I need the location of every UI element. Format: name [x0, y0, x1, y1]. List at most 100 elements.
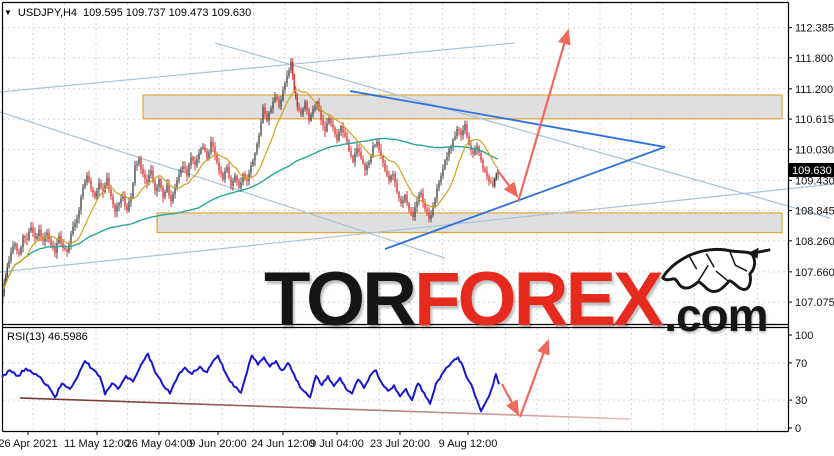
candle-body: [408, 203, 410, 211]
candle-body: [256, 144, 258, 154]
candle-body: [182, 166, 184, 170]
candle-body: [370, 155, 372, 163]
gray-trendline: [214, 42, 831, 219]
bear-icon: [661, 247, 771, 293]
candle-body: [308, 110, 310, 121]
time-tick-label: 26 May 04:00: [126, 438, 193, 450]
candle-body: [72, 226, 74, 234]
candle-body: [296, 97, 298, 107]
candle-body: [96, 190, 98, 198]
candle-body: [44, 237, 46, 242]
candle-body: [304, 101, 306, 109]
candle-body: [156, 187, 158, 192]
candle-body: [416, 201, 418, 208]
candle-body: [458, 129, 460, 131]
candle-body: [132, 183, 134, 198]
candle-body: [232, 180, 234, 187]
candle-body: [378, 141, 380, 150]
candle-body: [374, 145, 376, 147]
candle-body: [346, 136, 348, 142]
candle-body: [264, 106, 266, 114]
candle-body: [384, 162, 386, 171]
candle-body: [306, 101, 308, 111]
candle-body: [76, 218, 78, 224]
rsi-tick-label: 100: [795, 330, 813, 342]
candle-body: [40, 229, 42, 237]
candle-body: [484, 168, 486, 172]
candle-body: [286, 75, 288, 83]
candle-body: [426, 208, 428, 213]
candle-body: [368, 162, 370, 166]
time-tick-label: 23 Jul 20:00: [370, 438, 430, 450]
rsi-tick-label: 70: [795, 358, 807, 370]
quote-values: 109.595 109.737 109.473 109.630: [83, 7, 252, 19]
candle-body: [314, 106, 316, 110]
watermark-text-forex: FOREX: [414, 257, 664, 342]
candle-body: [450, 146, 452, 150]
price-tick-label: 109.430: [795, 175, 834, 187]
dropdown-arrow-icon[interactable]: ▼: [4, 8, 12, 17]
forecast-arrow: [518, 338, 550, 418]
candle-body: [108, 177, 110, 190]
candle-body: [138, 158, 140, 164]
candle-body: [54, 246, 56, 254]
candle-body: [114, 204, 116, 212]
candle-body: [464, 123, 466, 131]
candle-body: [88, 175, 90, 182]
candle-body: [290, 61, 292, 71]
candle-body: [414, 207, 416, 218]
candle-body: [36, 235, 38, 239]
candle-body: [34, 232, 36, 239]
candle-body: [344, 132, 346, 137]
candle-body: [272, 101, 274, 109]
candle-body: [120, 198, 122, 204]
candle-body: [268, 112, 270, 121]
torforex-watermark: TOR FOREX .com: [264, 242, 775, 338]
candle-body: [350, 150, 352, 156]
candle-body: [352, 155, 354, 163]
forecast-arrow: [516, 28, 571, 203]
rsi-indicator-label: RSI(13) 46.5986: [7, 331, 88, 343]
rsi-tick-label: 30: [795, 395, 807, 407]
candle-body: [442, 168, 444, 176]
candle-body: [160, 179, 162, 188]
candle-body: [270, 108, 272, 113]
candle-body: [86, 175, 88, 183]
candle-body: [492, 182, 494, 187]
time-tick-label: 9 Aug 12:00: [439, 438, 498, 450]
candle-body: [474, 149, 476, 154]
candle-body: [190, 157, 192, 165]
candle-body: [8, 260, 10, 268]
time-tick-label: 9 Jul 04:00: [310, 438, 364, 450]
candle-body: [446, 156, 448, 161]
candle-body: [18, 251, 20, 255]
candle-body: [356, 148, 358, 154]
candle-body: [50, 239, 52, 245]
candle-body: [420, 193, 422, 196]
candle-body: [404, 194, 406, 201]
candle-body: [248, 173, 250, 181]
candle-body: [112, 196, 114, 205]
candle-body: [244, 174, 246, 180]
candle-body: [172, 194, 174, 202]
price-tick-label: 108.845: [795, 206, 834, 218]
candle-body: [148, 174, 150, 183]
candle-body: [158, 179, 160, 188]
candle-body: [454, 136, 456, 140]
candle-body: [130, 197, 132, 202]
candle-body: [495, 174, 497, 179]
candle-body: [180, 169, 182, 175]
forecast-arrow: [497, 170, 519, 198]
candle-body: [293, 75, 295, 92]
candle-body: [362, 158, 364, 164]
candle-body: [262, 106, 264, 123]
key-level-zone: [142, 94, 783, 120]
candle-body: [10, 251, 12, 261]
candle-body: [68, 244, 70, 252]
bear-facet-lines: [688, 250, 748, 282]
time-tick-label: 24 Jun 12:00: [251, 438, 315, 450]
candle-body: [236, 175, 238, 182]
candle-body: [144, 174, 146, 180]
candle-body: [398, 192, 400, 198]
